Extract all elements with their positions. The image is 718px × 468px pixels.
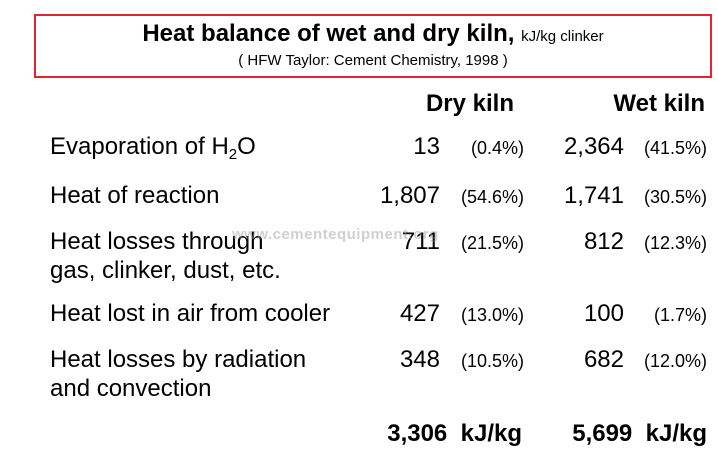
dry: 348: [399, 346, 440, 373]
dry: 711: [401, 228, 440, 255]
wet-pct: (1.7%): [653, 305, 707, 325]
dry: 1,807: [379, 182, 440, 209]
total-wet: 5,699 kJ/kg: [572, 420, 707, 448]
label-line: Heat losses by radiation: [50, 346, 307, 373]
label-line: Heat of reaction: [50, 182, 220, 209]
subtitle: ( HFW Taylor: Cement Chemistry, 1998 ): [238, 52, 508, 69]
dry: 427: [399, 300, 440, 327]
total-unit: kJ/kg: [460, 420, 522, 447]
total-dry: 3,306 kJ/kg: [387, 420, 522, 448]
dry-pct: (0.4%): [470, 138, 524, 158]
title-unit: kJ/kg clinker: [521, 28, 604, 45]
row-label: Heat losses by radiation and convection: [50, 345, 306, 403]
title-text: Heat balance of wet and dry kiln,: [142, 20, 515, 47]
total-unit: kJ/kg: [645, 420, 707, 447]
dry-pct: (10.5%): [460, 351, 524, 371]
wet: 682: [583, 346, 624, 373]
wet-pct: (41.5%): [643, 138, 707, 158]
wet: 100: [583, 300, 624, 327]
column-header: Dry kiln: [425, 90, 514, 117]
wet-pct: (12.3%): [643, 233, 707, 253]
label-subscript: 2: [228, 146, 238, 163]
label-line: Heat losses through: [50, 228, 264, 255]
row-label: Heat losses through gas, clinker, dust, e…: [50, 227, 281, 285]
title-box: [34, 14, 712, 78]
dry-pct: (54.6%): [460, 187, 524, 207]
label-text: Evaporation of H: [50, 133, 229, 160]
wet: 2,364: [563, 133, 624, 160]
label-line: gas, clinker, dust, etc.: [50, 257, 281, 284]
label-line: and convection: [50, 375, 212, 402]
wet-pct: (12.0%): [643, 351, 707, 371]
row-label: Heat lost in air from cooler: [50, 299, 330, 328]
dry: 13: [413, 133, 440, 160]
row-label: Heat of reaction: [50, 181, 219, 210]
total-value: 3,306: [387, 420, 448, 447]
total-value: 5,699: [572, 420, 633, 447]
title: Heat balance of wet and dry kiln, kJ/kg …: [34, 20, 712, 48]
column-header: Wet kiln: [613, 90, 705, 117]
wet: 1,741: [563, 182, 624, 209]
wet: 812: [583, 228, 624, 255]
watermark: www.cementequipment.org: [232, 226, 439, 243]
label-line: Heat lost in air from cooler: [50, 300, 331, 327]
label-text: O: [237, 133, 256, 160]
wet-pct: (30.5%): [643, 187, 707, 207]
dry-pct: (13.0%): [460, 305, 524, 325]
dry-pct: (21.5%): [460, 233, 524, 253]
row-label: Evaporation of H2O: [50, 132, 256, 163]
